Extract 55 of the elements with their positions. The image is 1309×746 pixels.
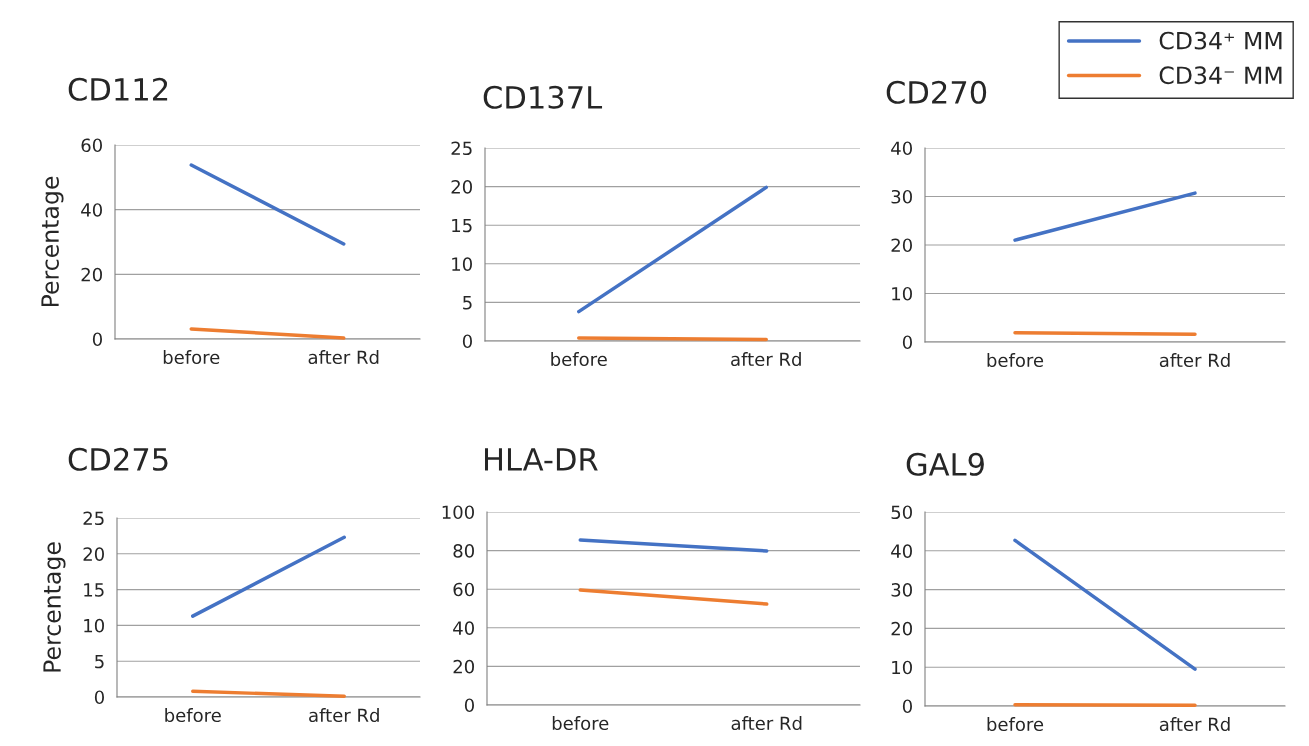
chart-title: CD112 xyxy=(68,77,168,101)
x-tick-label: before xyxy=(987,717,1044,732)
y-tick-label: 30 xyxy=(891,189,912,204)
y-tick-label: 60 xyxy=(453,582,474,597)
x-tick-label: after Rd xyxy=(1159,717,1230,732)
y-tick-label: 30 xyxy=(891,583,912,597)
y-tick-label: 25 xyxy=(83,511,104,526)
legend-label: CD34⁻ MM xyxy=(1159,66,1282,85)
y-tick-label: 20 xyxy=(453,659,474,674)
y-tick-label: 40 xyxy=(891,544,912,558)
y-tick-label: 10 xyxy=(452,257,472,271)
x-tick-label: before xyxy=(987,353,1044,368)
y-tick-label: 15 xyxy=(84,583,104,597)
y-tick-label: 5 xyxy=(463,296,472,310)
chart-title: HLA-DR xyxy=(485,448,598,471)
y-tick-label: 100 xyxy=(442,505,474,520)
x-tick-label: after Rd xyxy=(1159,353,1230,368)
y-axis-title: Percentage xyxy=(41,176,64,307)
x-tick-label: before xyxy=(165,708,221,723)
y-tick-label: 40 xyxy=(891,141,912,156)
y-tick-label: 40 xyxy=(453,621,474,635)
y-tick-label: 20 xyxy=(451,180,472,194)
chart-title: CD275 xyxy=(68,447,168,471)
x-tick-label: before xyxy=(163,350,220,365)
y-tick-label: 0 xyxy=(464,698,474,713)
x-tick-label: before xyxy=(552,716,609,731)
x-tick-label: before xyxy=(551,352,607,367)
chart-title: GAL9 xyxy=(906,452,984,476)
y-tick-label: 10 xyxy=(892,660,912,675)
y-tick-label: 0 xyxy=(94,690,104,705)
y-tick-label: 0 xyxy=(902,699,912,714)
y-tick-label: 60 xyxy=(81,138,102,153)
y-tick-label: 40 xyxy=(81,203,102,217)
x-tick-label: after Rd xyxy=(309,708,379,723)
y-tick-label: 80 xyxy=(453,544,474,558)
y-tick-label: 50 xyxy=(891,505,912,520)
chart-title: CD137L xyxy=(483,85,603,109)
y-axis-title: Percentage xyxy=(43,542,66,672)
y-tick-label: 20 xyxy=(81,267,102,282)
y-tick-label: 0 xyxy=(462,334,472,349)
y-tick-label: 10 xyxy=(892,286,912,301)
y-tick-label: 20 xyxy=(891,238,912,253)
x-tick-label: after Rd xyxy=(308,350,379,365)
y-tick-label: 25 xyxy=(451,141,472,156)
x-tick-label: after Rd xyxy=(731,352,801,367)
y-tick-label: 0 xyxy=(902,335,912,350)
y-tick-label: 5 xyxy=(95,654,104,669)
chart-title: CD270 xyxy=(886,80,987,104)
x-tick-label: after Rd xyxy=(731,716,802,731)
y-tick-label: 20 xyxy=(891,621,912,636)
y-tick-label: 10 xyxy=(84,618,104,633)
legend-label: CD34⁺ MM xyxy=(1159,31,1282,50)
y-tick-label: 20 xyxy=(83,547,104,561)
y-tick-label: 15 xyxy=(452,218,472,233)
y-tick-label: 0 xyxy=(92,332,102,347)
